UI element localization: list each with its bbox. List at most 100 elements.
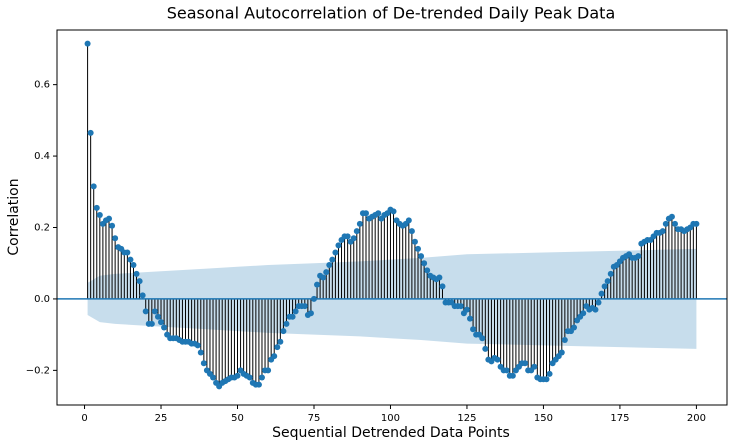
marker <box>335 242 342 249</box>
x-tick-label: 200 <box>687 413 706 424</box>
y-tick-label: 0.2 <box>34 223 50 234</box>
marker <box>418 253 425 260</box>
marker <box>558 349 565 356</box>
x-tick-label: 25 <box>155 413 168 424</box>
marker <box>96 212 103 218</box>
marker <box>411 238 418 245</box>
marker <box>265 367 272 374</box>
marker <box>580 310 587 317</box>
marker <box>246 374 253 381</box>
marker <box>329 256 336 263</box>
x-axis-label: Sequential Detrended Data Points <box>272 425 510 441</box>
chart-title: Seasonal Autocorrelation of De-trended D… <box>167 4 616 23</box>
marker <box>671 220 678 227</box>
marker <box>320 274 327 281</box>
marker <box>197 349 204 356</box>
marker <box>326 262 333 268</box>
x-tick-label: 75 <box>308 413 321 424</box>
marker <box>158 319 165 326</box>
marker <box>546 370 553 377</box>
marker <box>151 308 158 315</box>
marker <box>255 381 262 388</box>
marker <box>112 235 119 242</box>
marker <box>436 274 443 281</box>
x-tick-label: 0 <box>81 413 87 424</box>
marker <box>124 249 131 256</box>
marker <box>210 374 217 381</box>
marker <box>106 215 113 222</box>
marker <box>344 233 351 240</box>
marker <box>133 270 140 277</box>
marker <box>601 283 608 290</box>
marker <box>470 326 477 333</box>
marker <box>693 220 700 227</box>
marker <box>90 183 97 190</box>
marker <box>561 337 568 343</box>
marker <box>592 306 599 313</box>
marker <box>136 278 143 285</box>
marker <box>635 253 642 260</box>
x-tick-label: 125 <box>457 413 476 424</box>
marker <box>323 269 330 276</box>
marker <box>408 228 415 235</box>
marker <box>543 376 550 383</box>
y-tick-label: −0.2 <box>26 365 50 376</box>
marker <box>200 360 207 367</box>
marker <box>289 313 296 320</box>
x-tick-label: 50 <box>231 413 244 424</box>
marker <box>130 262 137 268</box>
marker <box>662 220 669 227</box>
marker <box>362 210 369 217</box>
marker <box>93 204 100 211</box>
marker <box>607 270 614 277</box>
marker <box>350 235 357 242</box>
marker <box>154 313 161 320</box>
marker <box>595 299 602 306</box>
plot-frame <box>56 29 728 406</box>
marker <box>87 129 94 136</box>
marker <box>280 328 287 335</box>
y-tick-label: 0.0 <box>34 294 50 305</box>
marker <box>463 306 470 313</box>
marker <box>161 324 168 331</box>
marker <box>405 217 412 224</box>
marker <box>353 228 360 235</box>
marker <box>375 210 382 217</box>
marker <box>509 372 516 379</box>
y-axis-label: Correlation <box>6 178 22 255</box>
marker <box>482 345 489 352</box>
marker <box>314 281 321 288</box>
marker <box>659 228 666 235</box>
marker <box>310 295 317 302</box>
x-tick-label: 100 <box>381 413 400 424</box>
marker <box>479 335 486 342</box>
marker <box>457 303 464 310</box>
y-tick-label: 0.6 <box>34 80 50 91</box>
marker <box>283 320 290 327</box>
marker <box>598 290 605 297</box>
marker <box>234 372 241 379</box>
marker <box>390 208 397 215</box>
y-tick-label: 0.4 <box>34 151 50 162</box>
marker <box>668 213 675 220</box>
marker <box>439 283 446 290</box>
x-tick-label: 175 <box>610 413 629 424</box>
marker <box>424 267 431 274</box>
marker <box>258 374 265 381</box>
marker <box>467 315 474 322</box>
marker <box>292 308 299 315</box>
marker <box>415 245 422 252</box>
marker <box>139 292 146 299</box>
marker <box>148 320 155 327</box>
marker <box>271 353 278 360</box>
marker <box>503 367 510 374</box>
marker <box>277 338 284 345</box>
marker <box>356 220 363 227</box>
marker <box>531 363 538 370</box>
marker <box>194 342 201 349</box>
marker <box>332 249 339 256</box>
marker <box>522 360 529 367</box>
marker <box>274 344 281 351</box>
